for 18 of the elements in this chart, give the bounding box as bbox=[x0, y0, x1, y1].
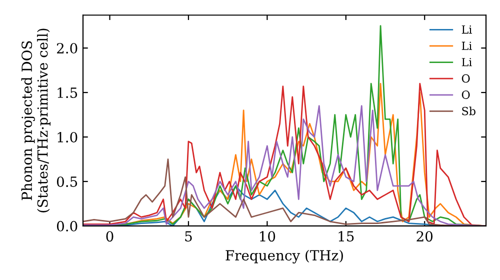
x-tick-label: 10 bbox=[260, 231, 276, 242]
y-axis-title: Phonon projected DOS (States/THz·primitive cell) bbox=[21, 28, 50, 212]
x-tick-label: 0 bbox=[106, 231, 114, 242]
legend-label: O bbox=[462, 90, 470, 99]
y-tick-label: 1.0 bbox=[58, 132, 78, 142]
x-tick-label: 5 bbox=[185, 231, 192, 242]
y-tick-label: 1.5 bbox=[58, 87, 78, 98]
legend-label: Li bbox=[462, 58, 472, 66]
y-tick-label: 2.0 bbox=[56, 43, 78, 54]
legend-label: Li bbox=[462, 25, 472, 34]
y-tick-label: 0.5 bbox=[56, 176, 78, 187]
y-tick-label: 0.0 bbox=[56, 220, 78, 232]
legend-label: Li bbox=[462, 42, 472, 50]
legend-label: Sb bbox=[462, 106, 476, 116]
legend-label: O bbox=[462, 74, 470, 83]
x-tick-label: 20 bbox=[416, 231, 433, 242]
x-axis-title: Frequency (THz) bbox=[226, 250, 343, 264]
x-tick-label: 15 bbox=[338, 231, 354, 242]
